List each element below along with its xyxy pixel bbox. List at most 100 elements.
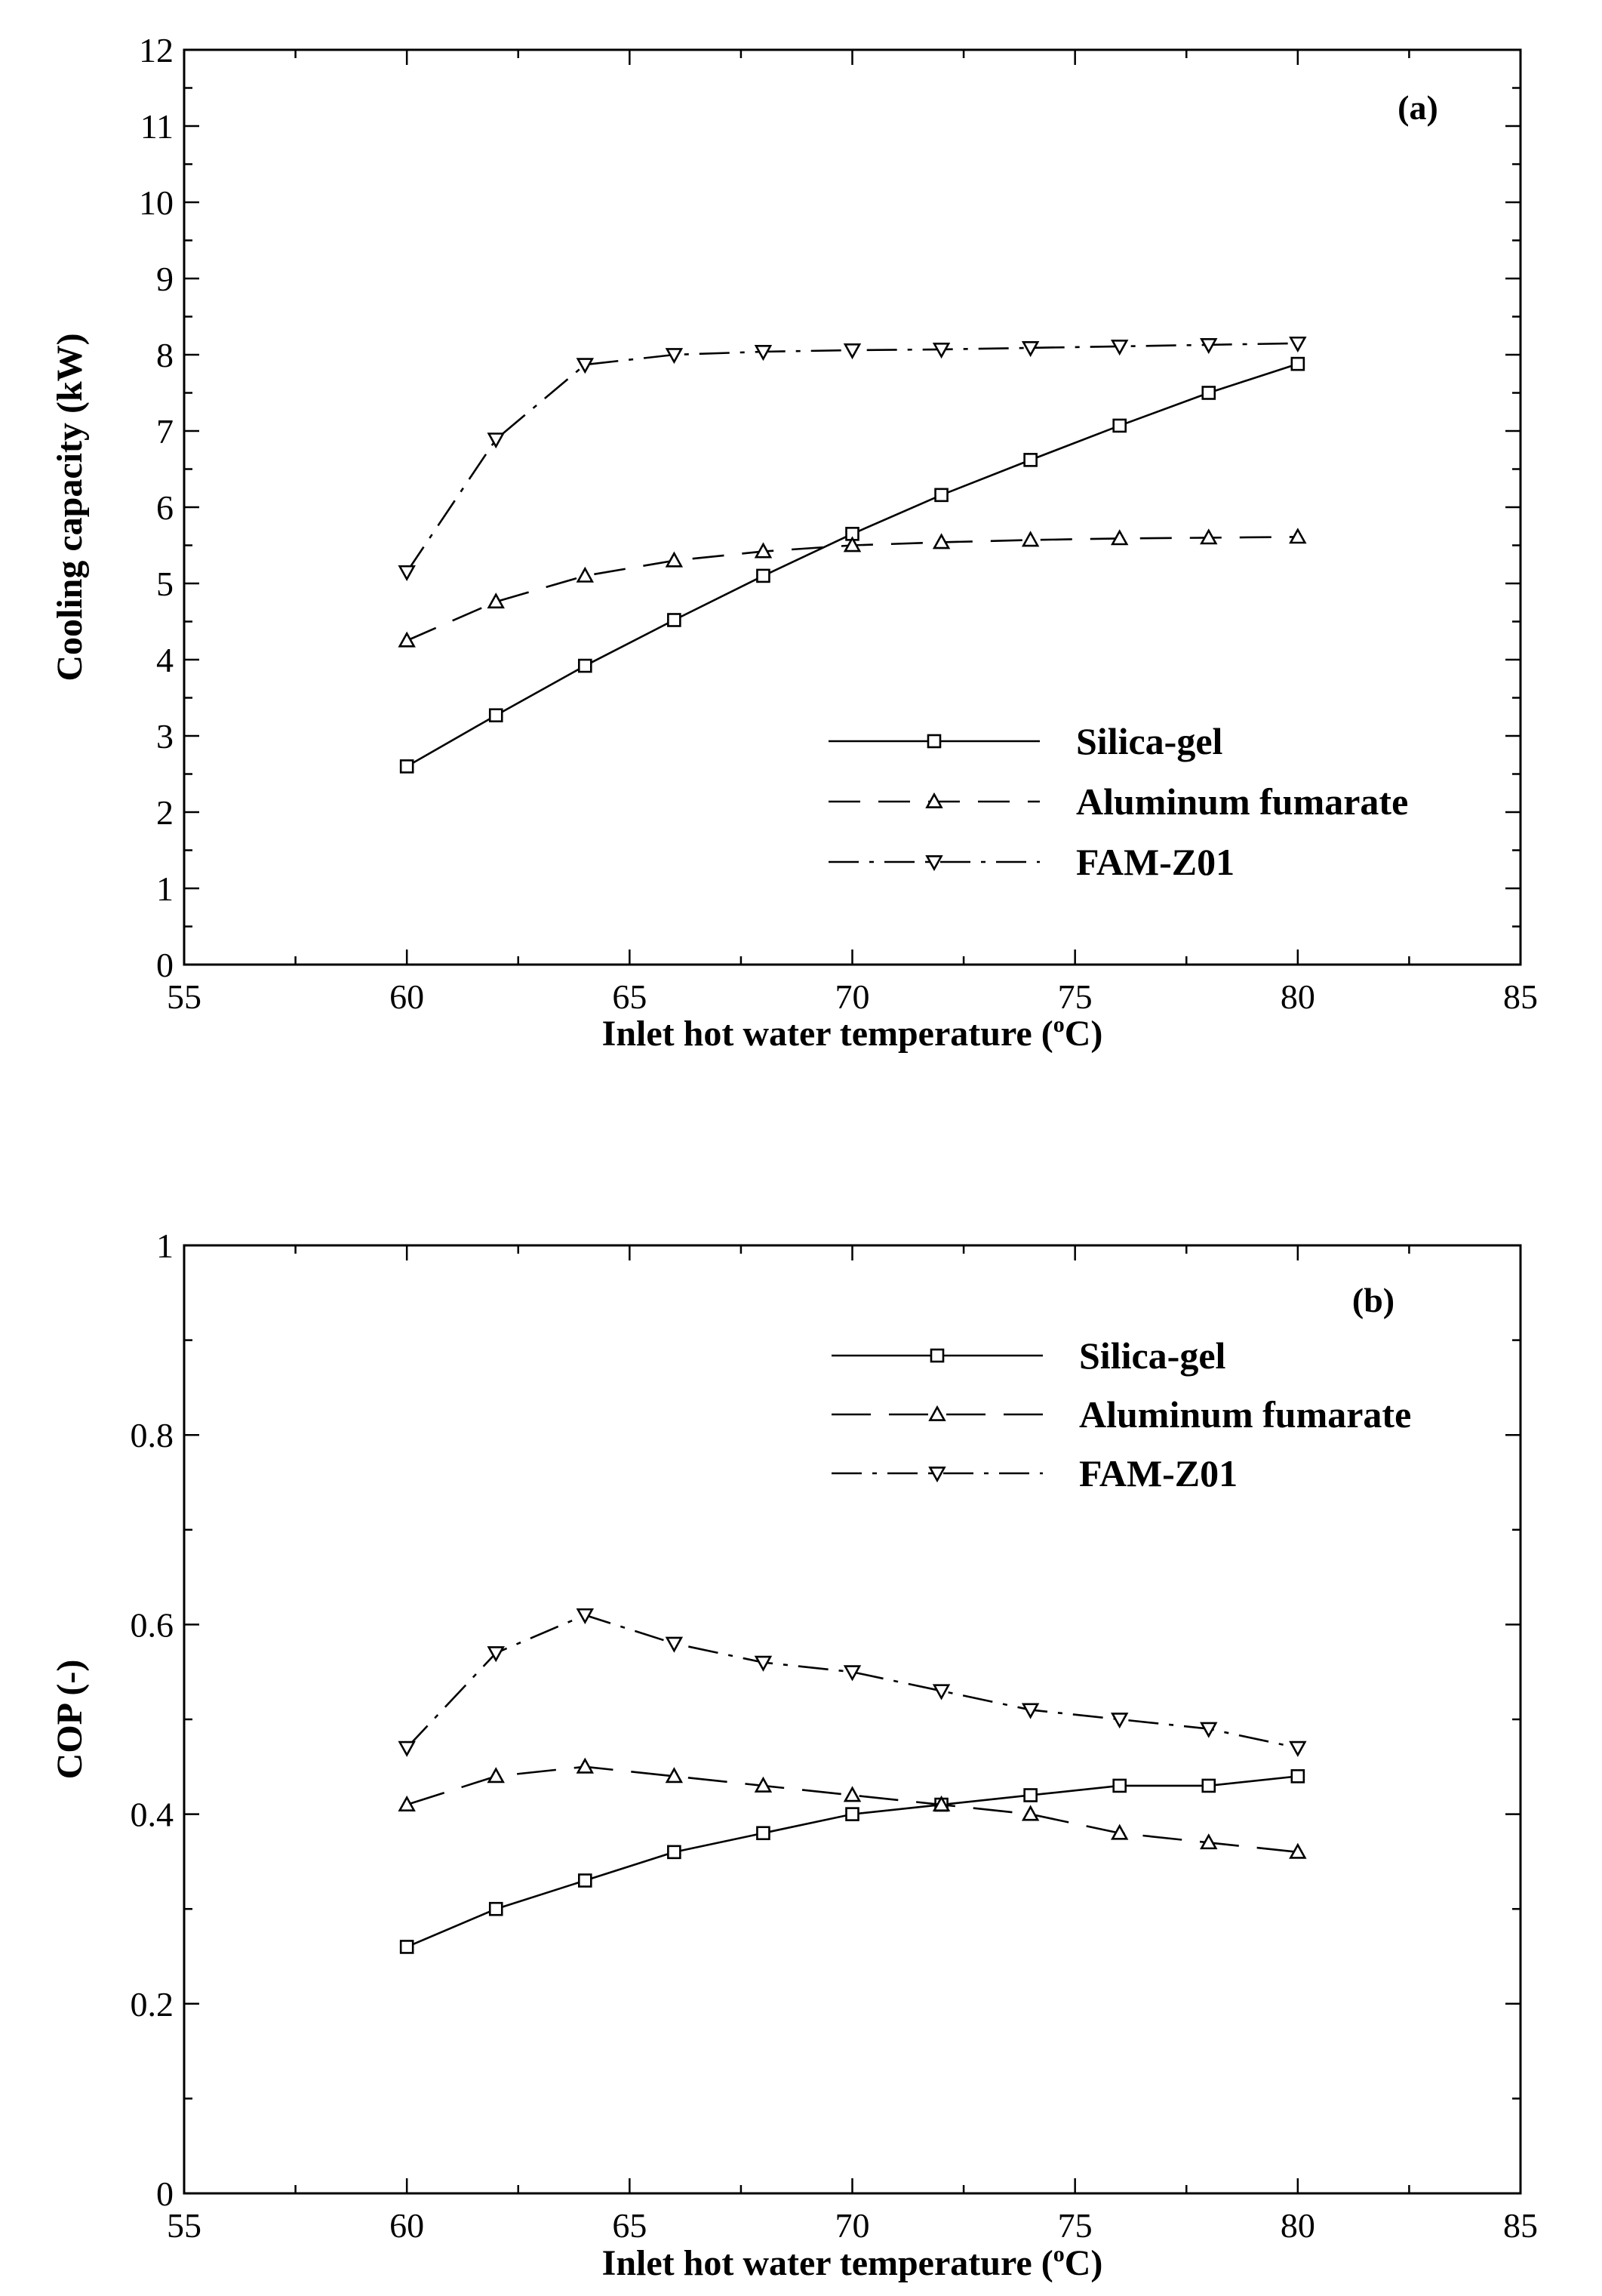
y-tick-label-b: 0.6 xyxy=(131,1605,174,1644)
x-axis-title-degree: o xyxy=(1053,1012,1065,1037)
y-tick-label-a: 9 xyxy=(156,260,174,298)
data-point-silica-gel xyxy=(488,708,503,723)
x-tick-label-a: 85 xyxy=(1503,977,1538,1016)
data-point-silica-gel xyxy=(756,1826,770,1841)
data-point-aluminum-fumarate xyxy=(398,1795,416,1811)
y-axis-title-b: COP (-) xyxy=(50,1660,90,1780)
legend-label: FAM-Z01 xyxy=(1076,841,1235,883)
panel-label-b: (b) xyxy=(1352,1281,1394,1319)
data-point-fam-z01 xyxy=(754,1655,773,1672)
data-point-fam-z01 xyxy=(843,343,862,360)
data-point-silica-gel xyxy=(756,568,770,583)
x-tick-label-b: 60 xyxy=(389,2206,424,2245)
y-tick-label-b: 0.2 xyxy=(131,1985,174,2024)
data-point-aluminum-fumarate xyxy=(576,566,595,583)
data-point-silica-gel xyxy=(1201,386,1216,400)
x-axis-title-unit: C) xyxy=(1065,1014,1103,1054)
y-tick-label-a: 4 xyxy=(156,641,174,679)
y-tick-label-a: 5 xyxy=(156,565,174,603)
x-tick-label-b: 70 xyxy=(835,2206,870,2245)
legend-label: Silica-gel xyxy=(1079,1334,1226,1377)
data-point-silica-gel xyxy=(399,759,414,774)
x-tick-label-a: 80 xyxy=(1281,977,1315,1016)
x-axis-title-b: Inlet hot water temperature (oC) xyxy=(602,2242,1103,2283)
y-tick-label-b: 0 xyxy=(156,2174,174,2213)
data-point-aluminum-fumarate xyxy=(487,592,505,609)
x-tick-label-b: 80 xyxy=(1281,2206,1315,2245)
y-tick-label-a: 6 xyxy=(156,488,174,527)
x-tick-label-b: 75 xyxy=(1058,2206,1093,2245)
data-point-silica-gel xyxy=(399,1940,414,1954)
y-tick-label-a: 3 xyxy=(156,717,174,756)
x-axis-title-degree: o xyxy=(1053,2242,1065,2267)
data-point-aluminum-fumarate xyxy=(1110,529,1129,546)
y-tick-label-b: 0.4 xyxy=(131,1796,174,1834)
data-point-silica-gel xyxy=(488,1901,503,1916)
data-point-aluminum-fumarate xyxy=(843,536,862,552)
series-line-aluminum-fumarate xyxy=(406,1765,1298,1854)
y-tick-label-b: 1 xyxy=(156,1226,174,1265)
data-point-silica-gel xyxy=(1112,1778,1127,1793)
legend-label: Silica-gel xyxy=(1076,720,1223,762)
data-point-fam-z01 xyxy=(665,348,684,365)
data-point-fam-z01 xyxy=(1289,1740,1307,1757)
legend-label: Aluminum fumarate xyxy=(1076,780,1408,823)
y-tick-label-a: 1 xyxy=(156,869,174,908)
x-tick-label-a: 65 xyxy=(612,977,647,1016)
data-point-aluminum-fumarate xyxy=(487,1767,505,1784)
x-axis-title-a: Inlet hot water temperature (oC) xyxy=(602,1012,1103,1054)
data-point-aluminum-fumarate xyxy=(1110,1824,1129,1840)
data-point-aluminum-fumarate xyxy=(1289,528,1307,544)
data-point-silica-gel xyxy=(845,1807,859,1821)
data-point-aluminum-fumarate xyxy=(398,631,416,648)
data-point-aluminum-fumarate xyxy=(1200,1833,1218,1850)
data-point-silica-gel xyxy=(577,658,592,673)
data-point-silica-gel xyxy=(1290,1769,1305,1784)
legend-marker xyxy=(925,855,943,872)
series-line-fam-z01 xyxy=(406,1614,1299,1749)
x-tick-label-b: 85 xyxy=(1503,2206,1538,2245)
x-tick-label-a: 60 xyxy=(389,977,424,1016)
data-point-fam-z01 xyxy=(932,1684,951,1700)
legend-label: Aluminum fumarate xyxy=(1079,1393,1411,1436)
data-point-silica-gel xyxy=(1023,453,1038,467)
panel-label-a: (a) xyxy=(1398,88,1438,127)
y-tick-label-a: 7 xyxy=(156,412,174,451)
data-point-fam-z01 xyxy=(1021,1703,1040,1719)
data-point-fam-z01 xyxy=(1110,339,1129,356)
y-tick-label-b: 0.8 xyxy=(131,1416,174,1454)
y-tick-label-a: 10 xyxy=(139,183,174,222)
data-point-fam-z01 xyxy=(1021,341,1040,358)
data-point-fam-z01 xyxy=(1110,1713,1129,1729)
data-point-fam-z01 xyxy=(1289,336,1307,353)
y-axis-title-a: Cooling capacity (kW) xyxy=(50,333,90,681)
y-tick-label-a: 12 xyxy=(139,31,174,69)
x-tick-label-b: 65 xyxy=(612,2206,647,2245)
data-point-fam-z01 xyxy=(576,1608,595,1625)
data-point-fam-z01 xyxy=(487,1646,505,1663)
x-axis-title-main: Inlet hot water temperature ( xyxy=(602,1014,1053,1054)
legend-marker xyxy=(930,1348,945,1363)
data-point-aluminum-fumarate xyxy=(1200,528,1218,545)
y-tick-label-a: 2 xyxy=(156,793,174,832)
data-point-aluminum-fumarate xyxy=(1021,531,1040,547)
data-point-silica-gel xyxy=(1112,418,1127,433)
data-point-silica-gel xyxy=(1201,1778,1216,1793)
x-tick-label-a: 75 xyxy=(1058,977,1093,1016)
data-point-silica-gel xyxy=(667,613,681,627)
x-tick-label-b: 55 xyxy=(167,2206,201,2245)
data-point-fam-z01 xyxy=(1200,1722,1218,1738)
data-point-aluminum-fumarate xyxy=(932,1795,951,1811)
legend-marker xyxy=(928,1467,946,1483)
x-tick-label-a: 70 xyxy=(835,977,870,1016)
data-point-silica-gel xyxy=(1290,356,1305,371)
legend-label: FAM-Z01 xyxy=(1079,1452,1238,1494)
data-point-fam-z01 xyxy=(398,565,416,582)
data-point-fam-z01 xyxy=(487,432,505,449)
data-point-silica-gel xyxy=(577,1873,592,1888)
data-point-silica-gel xyxy=(1023,1788,1038,1802)
data-point-aluminum-fumarate xyxy=(754,542,773,559)
